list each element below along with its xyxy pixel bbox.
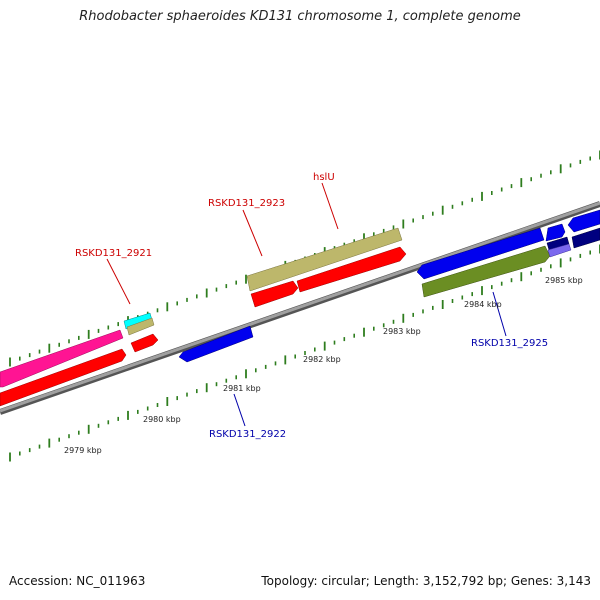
gene-olive-arrow[interactable]: [421, 245, 551, 298]
gene-label-rskd131-2921[interactable]: RSKD131_2921: [75, 248, 152, 259]
kbp-label: 2984 kbp: [464, 300, 502, 309]
gene-slate-small[interactable]: [547, 243, 572, 258]
gene-rskd131-2923-arrow[interactable]: [250, 280, 299, 308]
gene-blue-small[interactable]: [545, 223, 566, 242]
figure-title: Rhodobacter sphaeroides KD131 chromosome…: [79, 9, 521, 24]
gene-features: [0, 209, 600, 407]
kbp-label: 2982 kbp: [303, 355, 341, 364]
gene-blue-arrow-right[interactable]: [567, 209, 600, 233]
genome-backbone: [0, 201, 600, 415]
gene-label-rskd131-2923[interactable]: RSKD131_2923: [208, 198, 285, 209]
gene-label-hslu[interactable]: hslU: [313, 172, 335, 183]
kbp-label: 2983 kbp: [383, 327, 421, 336]
genome-summary-text: Topology: circular; Length: 3,152,792 bp…: [261, 574, 591, 588]
gene-rskd131-2922-arrow[interactable]: [178, 325, 254, 363]
gene-label-rskd131-2925[interactable]: RSKD131_2925: [471, 338, 548, 349]
accession-text: Accession: NC_011963: [9, 574, 146, 588]
gene-label-rskd131-2922[interactable]: RSKD131_2922: [209, 429, 286, 440]
gene-navy-arrow-right[interactable]: [571, 227, 600, 249]
gene-red-arrow-left[interactable]: [0, 348, 127, 407]
kbp-label: 2985 kbp: [545, 276, 583, 285]
gene-pink-arrow[interactable]: [0, 329, 124, 388]
kbp-label: 2980 kbp: [143, 415, 181, 424]
kbp-label: 2979 kbp: [64, 446, 102, 455]
gene-blue-arrow-long[interactable]: [416, 227, 545, 280]
label-connectors: [106, 182, 507, 427]
outer-tick-ring: [9, 150, 600, 367]
gene-red-small[interactable]: [130, 333, 159, 353]
gene-red-arrow-long[interactable]: [296, 246, 407, 293]
gene-hslu-arrow[interactable]: [246, 227, 403, 292]
gene-khaki-small[interactable]: [126, 317, 155, 336]
kbp-label: 2981 kbp: [223, 384, 261, 393]
inner-tick-ring: [9, 244, 600, 462]
